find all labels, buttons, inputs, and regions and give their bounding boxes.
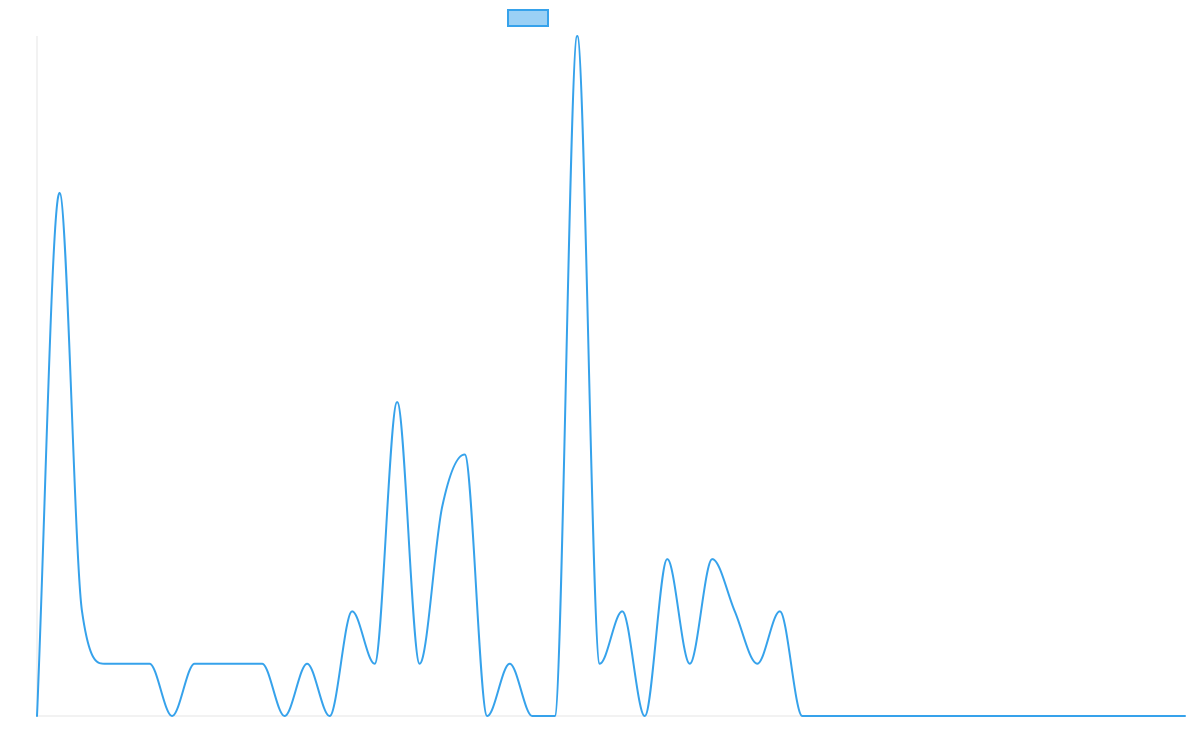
data-point-45[interactable] [1024, 713, 1030, 719]
data-point-23[interactable] [529, 713, 535, 719]
data-point-52[interactable] [1182, 713, 1188, 719]
data-point-39[interactable] [889, 713, 895, 719]
data-point-47[interactable] [1069, 713, 1075, 719]
data-point-9[interactable] [214, 661, 220, 667]
data-point-29[interactable] [664, 556, 670, 562]
data-point-8[interactable] [192, 661, 198, 667]
data-point-3[interactable] [79, 608, 85, 614]
data-point-26[interactable] [597, 661, 603, 667]
data-point-34[interactable] [777, 608, 783, 614]
data-point-24[interactable] [552, 713, 558, 719]
data-point-48[interactable] [1092, 713, 1098, 719]
data-point-2[interactable] [57, 190, 63, 196]
data-point-32[interactable] [732, 608, 738, 614]
data-point-49[interactable] [1114, 713, 1120, 719]
data-point-37[interactable] [844, 713, 850, 719]
data-point-22[interactable] [507, 661, 513, 667]
data-point-16[interactable] [372, 661, 378, 667]
legend[interactable] [507, 9, 549, 27]
data-point-19[interactable] [439, 504, 445, 510]
data-point-42[interactable] [957, 713, 963, 719]
data-point-6[interactable] [147, 661, 153, 667]
data-point-21[interactable] [484, 713, 490, 719]
data-point-17[interactable] [394, 399, 400, 405]
data-point-1[interactable] [34, 713, 40, 719]
data-point-20[interactable] [462, 451, 468, 457]
data-point-5[interactable] [124, 661, 130, 667]
data-point-44[interactable] [1002, 713, 1008, 719]
data-point-38[interactable] [867, 713, 873, 719]
data-point-13[interactable] [304, 661, 310, 667]
data-points [34, 33, 1188, 719]
data-point-12[interactable] [282, 713, 288, 719]
data-point-15[interactable] [349, 608, 355, 614]
series-line [36, 35, 1186, 717]
data-point-14[interactable] [327, 713, 333, 719]
data-point-10[interactable] [237, 661, 243, 667]
data-point-28[interactable] [642, 713, 648, 719]
legend-swatch[interactable] [507, 9, 549, 27]
data-point-46[interactable] [1047, 713, 1053, 719]
data-point-30[interactable] [687, 661, 693, 667]
data-point-11[interactable] [259, 661, 265, 667]
data-point-40[interactable] [912, 713, 918, 719]
data-point-27[interactable] [619, 608, 625, 614]
data-point-43[interactable] [979, 713, 985, 719]
data-point-51[interactable] [1159, 713, 1165, 719]
data-point-31[interactable] [709, 556, 715, 562]
data-point-18[interactable] [417, 661, 423, 667]
data-point-4[interactable] [102, 661, 108, 667]
data-point-33[interactable] [754, 661, 760, 667]
data-point-25[interactable] [574, 33, 580, 39]
data-point-35[interactable] [799, 713, 805, 719]
data-point-36[interactable] [822, 713, 828, 719]
data-point-41[interactable] [934, 713, 940, 719]
data-point-7[interactable] [169, 713, 175, 719]
data-point-50[interactable] [1137, 713, 1143, 719]
